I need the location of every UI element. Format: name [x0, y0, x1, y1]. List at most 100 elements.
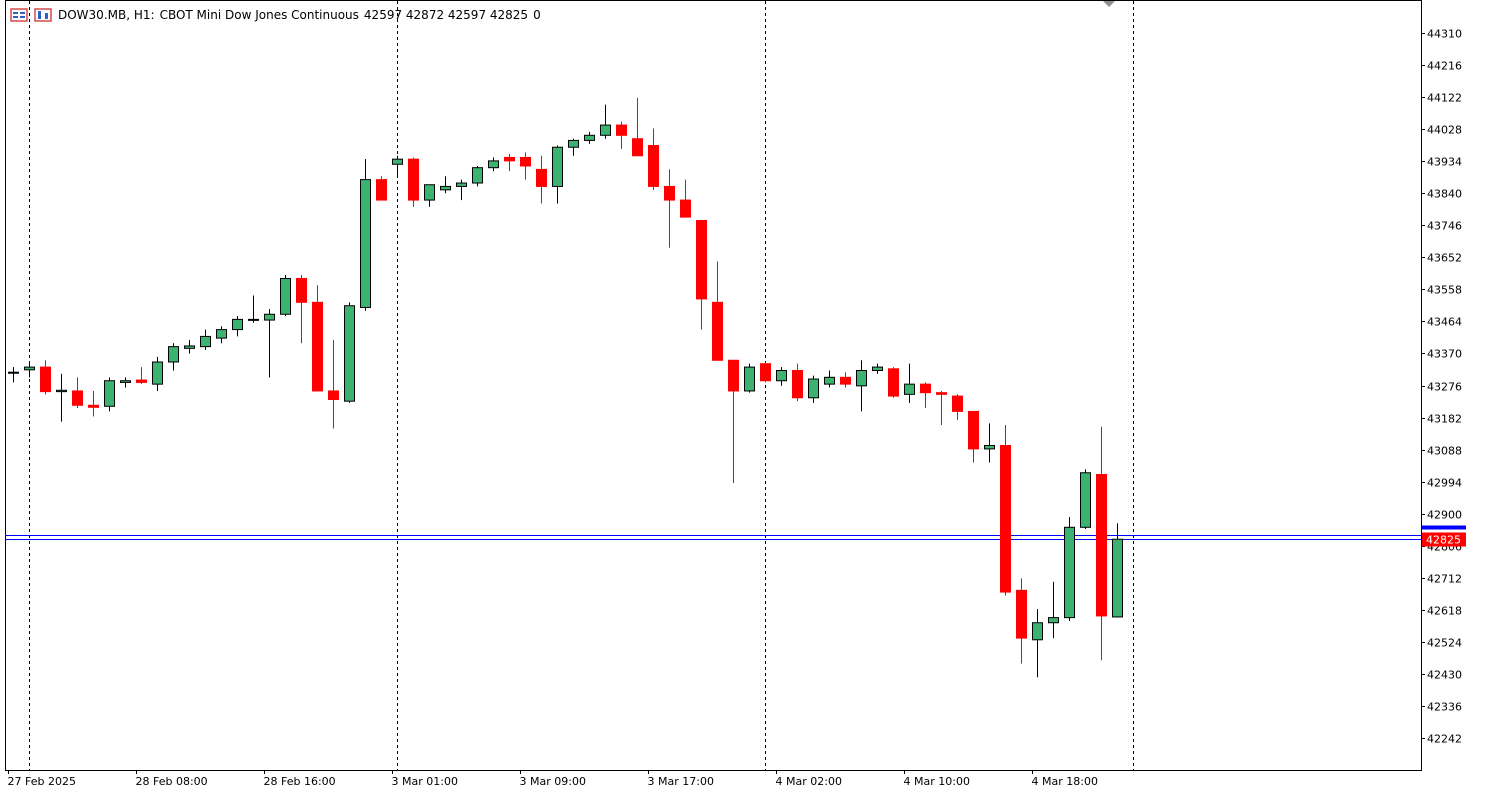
candle-body: [808, 378, 819, 399]
candle-body: [984, 444, 995, 450]
candle-body: [600, 124, 611, 136]
one-click-trading-icon[interactable]: [34, 8, 52, 22]
candle-body: [632, 138, 643, 157]
candle-body: [24, 366, 35, 371]
candle-body: [56, 389, 67, 393]
x-axis-tick-label: 4 Mar 10:00: [904, 775, 970, 788]
candle-body: [72, 390, 83, 406]
candle-body: [664, 185, 675, 201]
x-axis-tick-label: 28 Feb 16:00: [264, 775, 336, 788]
candle-body: [488, 160, 499, 169]
y-axis-tick-label: 44122: [1427, 92, 1462, 105]
chart-window-icon[interactable]: [10, 8, 28, 22]
candle-body: [744, 366, 755, 392]
candle-body: [792, 370, 803, 399]
candle-body: [616, 124, 627, 136]
candle-body: [280, 277, 291, 315]
candle-body: [88, 404, 99, 408]
ask-price-tag: [1422, 525, 1466, 530]
x-axis-tick-label: 28 Feb 08:00: [136, 775, 208, 788]
x-axis-tick-label: 3 Mar 17:00: [648, 775, 714, 788]
x-axis-tick-label: 3 Mar 09:00: [520, 775, 586, 788]
x-axis-tick-label: 4 Mar 18:00: [1032, 775, 1098, 788]
candle-body: [856, 370, 867, 387]
candle-body: [424, 184, 435, 201]
y-axis-tick-label: 42242: [1427, 733, 1462, 746]
candle-body: [168, 346, 179, 363]
candle-body: [872, 366, 883, 372]
shift-marker-icon[interactable]: [1103, 1, 1115, 7]
candle-body: [568, 139, 579, 148]
candle-body: [888, 368, 899, 397]
candle-body: [216, 329, 227, 339]
candle-body: [680, 199, 691, 218]
candle-body: [1096, 473, 1107, 617]
candle-body: [472, 167, 483, 184]
y-axis-tick-label: 42524: [1427, 637, 1462, 650]
candle-body: [584, 134, 595, 141]
current-price-label: 42825: [1426, 534, 1461, 547]
candle-body: [104, 380, 115, 407]
y-axis-tick-label: 43088: [1427, 445, 1462, 458]
candle-body: [40, 366, 51, 393]
candle-body: [824, 376, 835, 385]
symbol-label: DOW30.MB, H1:: [58, 8, 155, 22]
y-axis-tick-label: 42618: [1427, 605, 1462, 618]
candle-body: [8, 371, 19, 374]
candle-body: [920, 383, 931, 394]
y-axis-tick-label: 44310: [1427, 28, 1462, 41]
candle-body: [696, 220, 707, 300]
candle-body: [456, 182, 467, 187]
candle-body: [152, 361, 163, 385]
y-axis-tick-label: 43746: [1427, 220, 1462, 233]
candle-body: [520, 156, 531, 167]
candle-body: [952, 395, 963, 412]
y-axis-tick-label: 43276: [1427, 381, 1462, 394]
y-axis-tick-label: 43840: [1427, 188, 1462, 201]
candle-body: [1048, 617, 1059, 624]
current-price-tag: [1422, 532, 1466, 547]
y-axis-tick-label: 43934: [1427, 156, 1462, 169]
candle-body: [296, 277, 307, 303]
chart-border: [5, 0, 1422, 771]
candle-body: [408, 158, 419, 201]
candle-body: [536, 168, 547, 187]
candle-body: [392, 158, 403, 165]
ohlc-values: 42597 42872 42597 42825: [363, 8, 529, 22]
candle-body: [1080, 472, 1091, 528]
y-axis-tick-label: 43464: [1427, 316, 1462, 329]
candle-body: [504, 156, 515, 162]
volume-value: 0: [533, 8, 541, 22]
chart-header: DOW30.MB, H1: CBOT Mini Dow Jones Contin…: [10, 5, 546, 25]
candle-body: [712, 301, 723, 361]
y-axis-tick-label: 43370: [1427, 348, 1462, 361]
candle-body: [376, 179, 387, 201]
candle-body: [120, 380, 131, 383]
candle-body: [840, 376, 851, 385]
candle-body: [136, 379, 147, 383]
y-axis-tick-label: 44028: [1427, 124, 1462, 137]
candle-body: [1000, 444, 1011, 593]
y-axis-tick-label: 42994: [1427, 477, 1462, 490]
candle-body: [440, 185, 451, 191]
candle-body: [248, 318, 259, 321]
x-axis-tick-label: 4 Mar 02:00: [776, 775, 842, 788]
candle-body: [312, 301, 323, 392]
candle-body: [232, 318, 243, 331]
y-axis-tick-label: 42712: [1427, 573, 1462, 586]
candle-body: [184, 345, 195, 349]
candle-body: [1016, 589, 1027, 639]
candle-body: [968, 410, 979, 450]
candle-body: [904, 383, 915, 395]
symbol-description: CBOT Mini Dow Jones Continuous: [159, 8, 359, 22]
candle-body: [1112, 538, 1123, 618]
candle-body: [264, 313, 275, 321]
candle-body: [328, 390, 339, 400]
y-axis-tick-label: 43558: [1427, 284, 1462, 297]
candle-body: [344, 305, 355, 402]
x-axis-tick-label: 3 Mar 01:00: [392, 775, 458, 788]
candle-body: [760, 363, 771, 382]
candle-body: [552, 146, 563, 187]
